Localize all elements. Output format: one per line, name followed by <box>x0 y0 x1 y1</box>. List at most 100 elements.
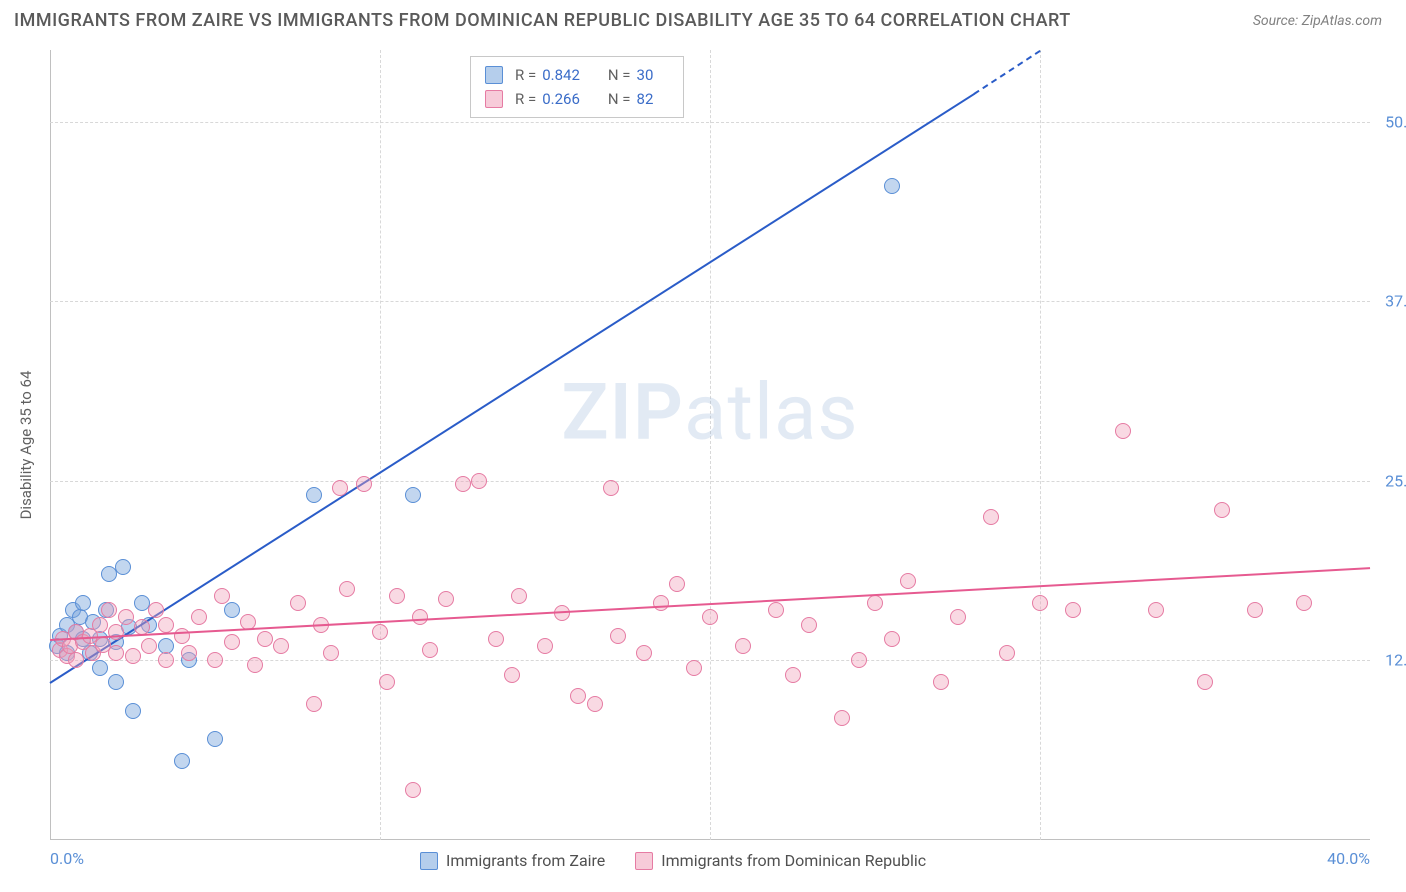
scatter-point <box>224 602 240 618</box>
scatter-point <box>511 588 527 604</box>
scatter-point <box>587 696 603 712</box>
scatter-point <box>570 688 586 704</box>
legend-item-dominican: Immigrants from Dominican Republic <box>635 851 926 870</box>
scatter-point <box>207 652 223 668</box>
swatch-pink-icon <box>635 852 653 870</box>
y-axis-line <box>50 50 51 840</box>
scatter-point <box>306 696 322 712</box>
y-tick-label: 50.0% <box>1385 112 1406 131</box>
scatter-point <box>214 588 230 604</box>
scatter-point <box>884 631 900 647</box>
scatter-point <box>983 509 999 525</box>
trend-line-dash <box>973 50 1040 95</box>
scatter-point <box>158 617 174 633</box>
scatter-point <box>372 624 388 640</box>
scatter-point <box>207 731 223 747</box>
scatter-point <box>389 588 405 604</box>
chart-title: IMMIGRANTS FROM ZAIRE VS IMMIGRANTS FROM… <box>14 10 1071 31</box>
scatter-point <box>785 667 801 683</box>
scatter-point <box>1247 602 1263 618</box>
scatter-point <box>339 581 355 597</box>
grid-line-v <box>710 50 711 840</box>
legend-series: Immigrants from Zaire Immigrants from Do… <box>420 851 926 870</box>
scatter-point <box>422 642 438 658</box>
legend-stats: R = 0.842 N = 30 R = 0.266 N = 82 <box>470 56 684 118</box>
scatter-point <box>1214 502 1230 518</box>
y-tick-label: 25.0% <box>1385 471 1406 490</box>
scatter-point <box>257 631 273 647</box>
scatter-point <box>834 710 850 726</box>
y-tick-label: 37.5% <box>1385 292 1406 311</box>
scatter-point <box>379 674 395 690</box>
scatter-point <box>1148 602 1164 618</box>
scatter-point <box>1296 595 1312 611</box>
scatter-point <box>405 487 421 503</box>
scatter-point <box>488 631 504 647</box>
grid-line-v <box>1040 50 1041 840</box>
scatter-point <box>92 617 108 633</box>
scatter-point <box>247 657 263 673</box>
legend-item-zaire: Immigrants from Zaire <box>420 851 605 870</box>
scatter-point <box>323 645 339 661</box>
y-axis-label: Disability Age 35 to 64 <box>17 371 35 520</box>
scatter-point <box>1032 595 1048 611</box>
scatter-point <box>455 476 471 492</box>
scatter-point <box>101 602 117 618</box>
scatter-point <box>851 652 867 668</box>
swatch-pink-icon <box>485 90 503 108</box>
scatter-point <box>867 595 883 611</box>
swatch-blue-icon <box>485 66 503 84</box>
scatter-point <box>686 660 702 676</box>
scatter-point <box>306 487 322 503</box>
scatter-point <box>75 595 91 611</box>
scatter-point <box>224 634 240 650</box>
scatter-point <box>900 573 916 589</box>
scatter-point <box>702 609 718 625</box>
x-tick-label: 0.0% <box>50 849 84 868</box>
scatter-point <box>115 559 131 575</box>
scatter-point <box>108 674 124 690</box>
scatter-point <box>636 645 652 661</box>
scatter-point <box>950 609 966 625</box>
scatter-point <box>1115 423 1131 439</box>
scatter-point <box>92 660 108 676</box>
scatter-point <box>125 648 141 664</box>
legend-stats-row-pink: R = 0.266 N = 82 <box>485 87 669 111</box>
scatter-point <box>148 602 164 618</box>
scatter-point <box>438 591 454 607</box>
scatter-point <box>118 609 134 625</box>
scatter-point <box>653 595 669 611</box>
scatter-point <box>933 674 949 690</box>
chart-header: IMMIGRANTS FROM ZAIRE VS IMMIGRANTS FROM… <box>0 0 1406 37</box>
scatter-point <box>174 753 190 769</box>
scatter-point <box>1197 674 1213 690</box>
scatter-point <box>174 628 190 644</box>
scatter-point <box>290 595 306 611</box>
scatter-point <box>191 609 207 625</box>
grid-line-v <box>380 50 381 840</box>
scatter-point <box>273 638 289 654</box>
scatter-point <box>537 638 553 654</box>
chart-container: Disability Age 35 to 64 ZIPatlas 12.5%25… <box>50 50 1370 840</box>
scatter-point <box>801 617 817 633</box>
scatter-point <box>181 645 197 661</box>
scatter-point <box>141 638 157 654</box>
scatter-point <box>768 602 784 618</box>
scatter-point <box>405 782 421 798</box>
scatter-point <box>108 645 124 661</box>
y-tick-label: 12.5% <box>1385 651 1406 670</box>
swatch-blue-icon <box>420 852 438 870</box>
scatter-point <box>504 667 520 683</box>
scatter-point <box>669 576 685 592</box>
scatter-point <box>603 480 619 496</box>
scatter-point <box>332 480 348 496</box>
scatter-point <box>999 645 1015 661</box>
scatter-point <box>735 638 751 654</box>
scatter-point <box>68 652 84 668</box>
scatter-point <box>884 178 900 194</box>
scatter-point <box>125 703 141 719</box>
plot-area: ZIPatlas 12.5%25.0%37.5%50.0%0.0%40.0% <box>50 50 1370 840</box>
scatter-point <box>610 628 626 644</box>
chart-source: Source: ZipAtlas.com <box>1253 13 1382 29</box>
scatter-point <box>1065 602 1081 618</box>
